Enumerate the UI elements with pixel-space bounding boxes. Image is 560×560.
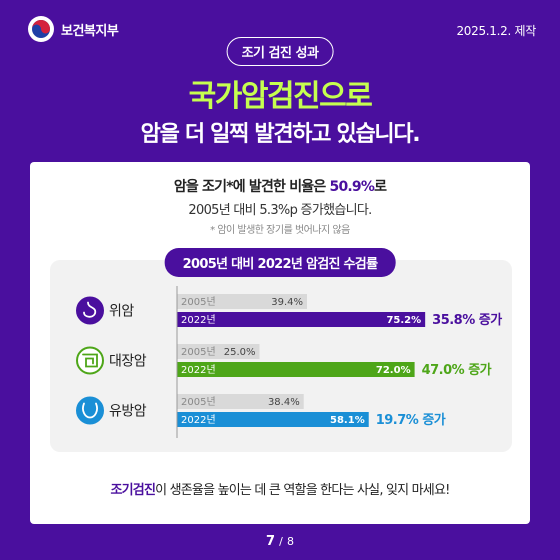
- subheadline: 암을 더 일찍 발견하고 있습니다.: [140, 122, 421, 147]
- ministry-logo: 보건복지부: [28, 16, 119, 42]
- intestine-icon: [76, 346, 104, 375]
- category-label: 위암: [109, 304, 134, 320]
- taegeuk-icon: [28, 16, 54, 42]
- bar-2005: [177, 294, 308, 309]
- increase-label: 19.7% 증가: [376, 413, 446, 428]
- value-label-2005: 39.4%: [271, 297, 303, 308]
- summary-line1: 암을 조기*에 발견한 비율은 50.9%로: [30, 176, 530, 196]
- page-separator: /: [279, 535, 283, 548]
- bar-2022: [177, 312, 426, 327]
- summary-value: 50.9%: [329, 179, 375, 195]
- creation-date: 2025.1.2. 제작: [456, 24, 536, 38]
- org-name: 보건복지부: [61, 23, 119, 39]
- increase-label: 47.0% 증가: [422, 363, 492, 378]
- series-label-2022: 2022년: [181, 314, 216, 326]
- series-label-2005: 2005년: [181, 396, 216, 408]
- footer-message: 조기검진이 생존율을 높이는 데 큰 역할을 한다는 사실, 잊지 마세요!: [30, 479, 530, 498]
- value-label-2005: 38.4%: [268, 397, 300, 408]
- series-label-2022: 2022년: [181, 414, 216, 426]
- summary-prefix: 암을 조기*에 발견한 비율은: [173, 179, 330, 195]
- series-label-2022: 2022년: [181, 364, 216, 376]
- stomach-icon: [76, 296, 104, 325]
- summary-line2: 2005년 대비 5.3%p 증가했습니다.: [188, 203, 372, 218]
- bar-2005: [177, 394, 304, 409]
- increase-label: 35.8% 증가: [432, 313, 502, 328]
- value-label-2022: 72.0%: [376, 365, 411, 376]
- total-pages: 8: [287, 535, 295, 548]
- current-page: 7: [265, 534, 276, 549]
- chart-title: 2005년 대비 2022년 암검진 수검률: [164, 248, 396, 277]
- breast-icon: [76, 396, 104, 425]
- category-label: 유방암: [109, 404, 147, 420]
- topic-tag: 조기 검진 성과: [226, 37, 334, 66]
- summary-suffix: 로: [374, 179, 387, 195]
- value-label-2022: 75.2%: [386, 315, 421, 326]
- footnote: * 암이 발생한 장기를 벗어나지 않음: [210, 225, 350, 236]
- series-label-2005: 2005년: [181, 296, 216, 308]
- category-label: 대장암: [109, 354, 147, 370]
- headline: 국가암검진으로: [188, 79, 373, 114]
- value-label-2022: 58.1%: [330, 415, 365, 426]
- value-label-2005: 25.0%: [224, 347, 256, 358]
- content-card: 암을 조기*에 발견한 비율은 50.9%로 2005년 대비 5.3%p 증가…: [30, 162, 530, 524]
- bar-2022: [177, 362, 415, 377]
- footer-text: 이 생존율을 높이는 데 큰 역할을 한다는 사실, 잊지 마세요!: [155, 483, 450, 498]
- footer-highlight: 조기검진: [110, 483, 156, 498]
- series-label-2005: 2005년: [181, 346, 216, 358]
- bar-2022: [177, 412, 369, 427]
- bar-2005: [177, 344, 260, 359]
- page-indicator: 7 / 8: [0, 534, 560, 549]
